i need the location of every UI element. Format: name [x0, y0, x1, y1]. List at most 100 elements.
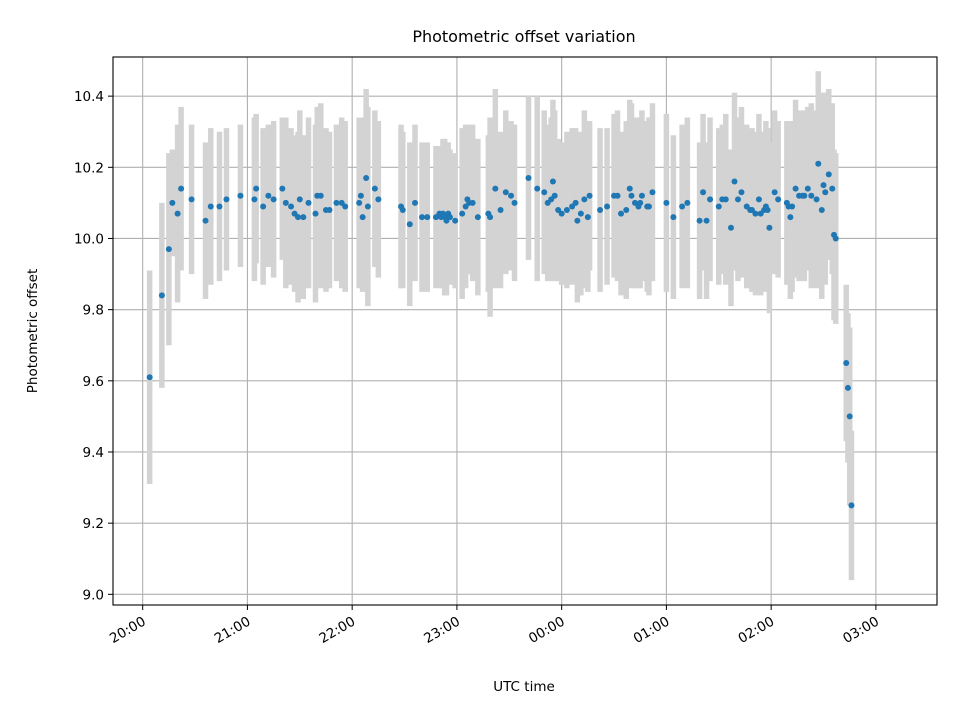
- data-point: [265, 192, 272, 199]
- data-point: [216, 203, 223, 210]
- data-point: [574, 217, 581, 224]
- data-point: [487, 214, 494, 221]
- data-point: [623, 207, 630, 214]
- x-tick-label: 22:00: [316, 614, 358, 647]
- data-point: [563, 207, 570, 214]
- x-tick-label: 21:00: [212, 614, 254, 647]
- data-point: [207, 203, 214, 210]
- y-tick-label: 9.4: [83, 445, 104, 461]
- data-point: [223, 196, 230, 203]
- data-point: [645, 203, 652, 210]
- data-point: [558, 210, 565, 217]
- data-point: [638, 192, 645, 199]
- data-point: [359, 214, 366, 221]
- data-point: [752, 210, 759, 217]
- data-point: [364, 203, 371, 210]
- data-point: [572, 199, 579, 206]
- data-point: [728, 224, 734, 231]
- data-point: [502, 189, 509, 196]
- x-tick-label: 00:00: [526, 614, 568, 647]
- y-tick-label: 9.6: [83, 374, 104, 390]
- x-tick-label: 23:00: [421, 614, 463, 647]
- x-tick-label: 01:00: [631, 614, 673, 647]
- data-point: [846, 413, 853, 420]
- x-tick-label: 03:00: [840, 614, 882, 647]
- data-point: [169, 199, 176, 206]
- data-point: [614, 192, 621, 199]
- data-point: [722, 196, 729, 203]
- x-axis-ticks: 20:00 21:00 22:00 23:00 00:00 01:00 02:00 03:00: [107, 605, 882, 647]
- data-point: [844, 384, 851, 391]
- data-point: [399, 207, 406, 214]
- data-point: [270, 196, 277, 203]
- y-tick-label: 10.2: [74, 160, 104, 176]
- data-point: [525, 174, 532, 181]
- data-point: [492, 185, 499, 192]
- data-point: [288, 203, 295, 210]
- data-point: [808, 192, 815, 199]
- data-point: [825, 171, 832, 178]
- x-axis-label: UTC time: [493, 679, 555, 695]
- data-point: [165, 246, 172, 253]
- data-point: [832, 235, 839, 242]
- data-point: [766, 224, 773, 231]
- data-point: [703, 217, 710, 224]
- y-tick-label: 10.4: [74, 89, 104, 105]
- data-point: [628, 192, 635, 199]
- data-point: [551, 192, 558, 199]
- data-point: [295, 214, 302, 221]
- data-point: [357, 192, 364, 199]
- data-point: [188, 196, 195, 203]
- data-point: [459, 210, 466, 217]
- data-point: [597, 207, 604, 214]
- data-point: [771, 189, 778, 196]
- data-point: [715, 203, 722, 210]
- data-point: [508, 192, 515, 199]
- data-point: [253, 185, 260, 192]
- data-point: [792, 185, 799, 192]
- data-point: [202, 217, 209, 224]
- data-point: [260, 203, 267, 210]
- data-point: [764, 207, 771, 214]
- x-tick-label: 02:00: [735, 614, 777, 647]
- data-point: [333, 199, 340, 206]
- data-point: [174, 210, 181, 217]
- data-point: [541, 189, 548, 196]
- data-point: [789, 203, 796, 210]
- data-point: [707, 196, 714, 203]
- data-point: [581, 196, 588, 203]
- data-point: [178, 185, 185, 192]
- data-point: [775, 196, 782, 203]
- data-point: [801, 192, 808, 199]
- data-point: [452, 217, 459, 224]
- data-point: [251, 196, 258, 203]
- data-point: [679, 203, 686, 210]
- data-point: [829, 185, 836, 192]
- data-points: [146, 160, 855, 509]
- data-point: [534, 185, 541, 192]
- data-point: [663, 199, 670, 206]
- data-point: [684, 199, 691, 206]
- data-point: [282, 199, 289, 206]
- error-bars: [146, 71, 855, 581]
- data-point: [818, 207, 825, 214]
- data-point: [848, 502, 855, 509]
- data-point: [604, 203, 611, 210]
- y-tick-label: 9.8: [83, 303, 104, 319]
- data-point: [419, 214, 425, 221]
- plot-frame: [112, 56, 938, 606]
- data-point: [300, 214, 307, 221]
- data-point: [424, 214, 431, 221]
- data-point: [406, 221, 413, 228]
- data-point: [474, 214, 481, 221]
- data-point: [371, 185, 378, 192]
- y-tick-label: 9.0: [83, 587, 104, 603]
- data-point: [549, 178, 556, 185]
- data-point: [843, 360, 850, 367]
- data-point: [626, 185, 633, 192]
- data-point: [363, 174, 370, 181]
- data-point: [820, 182, 827, 189]
- data-point: [317, 192, 324, 199]
- data-point: [649, 189, 656, 196]
